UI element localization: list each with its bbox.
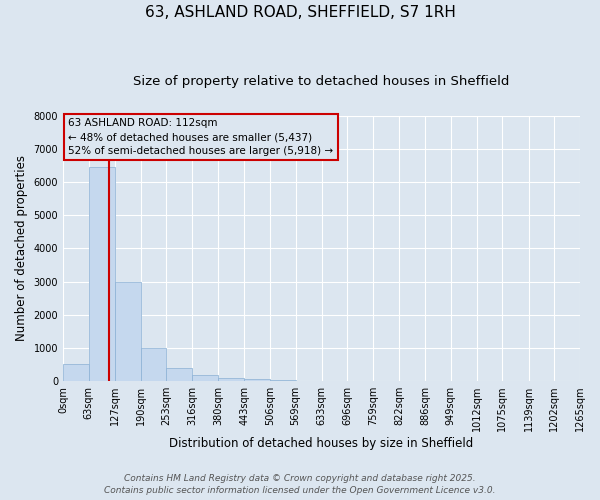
Y-axis label: Number of detached properties: Number of detached properties: [15, 156, 28, 342]
Bar: [89, 167, 115, 381]
Bar: [192, 376, 218, 381]
Text: Contains HM Land Registry data © Crown copyright and database right 2025.
Contai: Contains HM Land Registry data © Crown c…: [104, 474, 496, 495]
Bar: [115, 282, 140, 381]
Bar: [166, 368, 192, 381]
Bar: [140, 348, 166, 381]
X-axis label: Distribution of detached houses by size in Sheffield: Distribution of detached houses by size …: [169, 437, 473, 450]
Bar: [270, 380, 296, 381]
Bar: [218, 378, 244, 381]
Bar: [63, 364, 89, 381]
Text: 63, ASHLAND ROAD, SHEFFIELD, S7 1RH: 63, ASHLAND ROAD, SHEFFIELD, S7 1RH: [145, 5, 455, 20]
Bar: [244, 380, 270, 381]
Text: 63 ASHLAND ROAD: 112sqm
← 48% of detached houses are smaller (5,437)
52% of semi: 63 ASHLAND ROAD: 112sqm ← 48% of detache…: [68, 118, 334, 156]
Title: Size of property relative to detached houses in Sheffield: Size of property relative to detached ho…: [133, 75, 510, 88]
